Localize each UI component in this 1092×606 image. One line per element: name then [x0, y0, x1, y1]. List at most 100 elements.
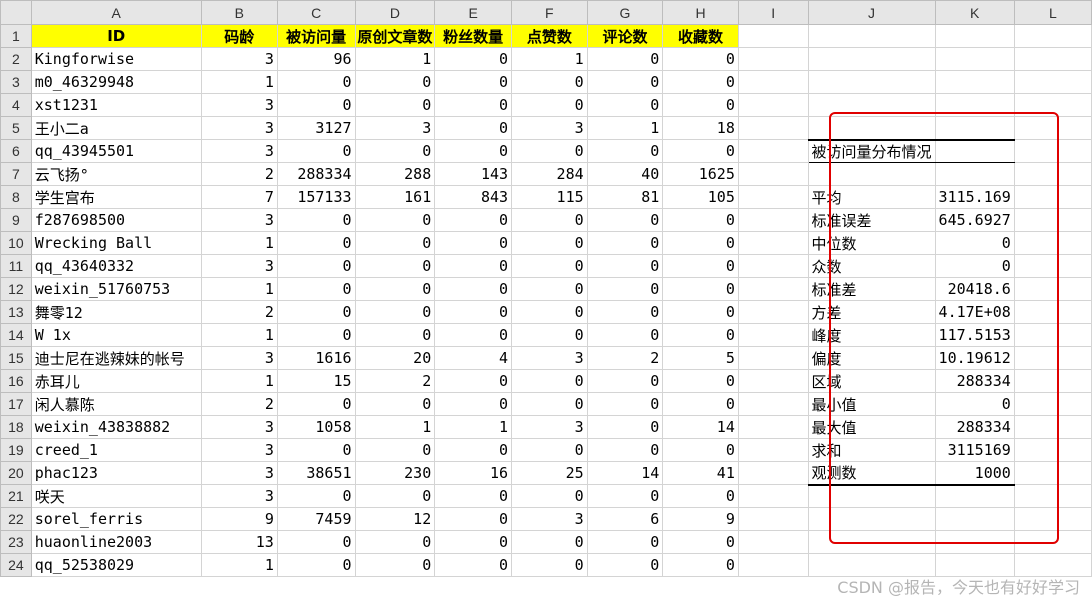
row-header-13[interactable]: 13 — [0, 300, 32, 324]
column-header-b[interactable]: B — [200, 0, 278, 25]
cell-value[interactable]: 0 — [586, 369, 664, 393]
cell-empty[interactable] — [807, 553, 936, 577]
cell-value[interactable]: 81 — [586, 185, 664, 209]
column-header-c[interactable]: C — [276, 0, 356, 25]
row-header-20[interactable]: 20 — [0, 461, 32, 485]
cell-empty[interactable] — [1013, 93, 1092, 117]
cell-empty[interactable] — [737, 553, 809, 577]
cell-value[interactable]: 0 — [354, 208, 436, 232]
cell-id[interactable]: 学生宫布 — [30, 185, 202, 209]
cell-value[interactable]: 0 — [511, 553, 588, 577]
cell-value[interactable]: 0 — [662, 530, 739, 554]
cell-id[interactable]: sorel_ferris — [30, 507, 202, 531]
cell-value[interactable]: 1 — [354, 47, 436, 71]
cell-empty[interactable] — [1013, 346, 1092, 370]
cell-empty[interactable] — [1013, 392, 1092, 416]
cell-value[interactable]: 18 — [662, 116, 739, 140]
cell-value[interactable]: 0 — [586, 93, 664, 117]
cell-empty[interactable] — [934, 530, 1015, 554]
cell-value[interactable]: 0 — [511, 530, 588, 554]
cell-value[interactable]: 0 — [434, 300, 513, 324]
cell-id[interactable]: 赤耳儿 — [30, 369, 202, 393]
cell-value[interactable]: 0 — [511, 369, 588, 393]
cell-value[interactable]: 284 — [511, 162, 588, 186]
cell-empty[interactable] — [737, 530, 809, 554]
row-header-2[interactable]: 2 — [0, 47, 32, 71]
cell-value[interactable]: 0 — [276, 484, 356, 508]
cell-empty[interactable] — [807, 70, 936, 94]
cell-value[interactable]: 0 — [354, 323, 436, 347]
cell-value[interactable]: 0 — [434, 93, 513, 117]
cell-value[interactable]: 288 — [354, 162, 436, 186]
stats-label[interactable]: 标准误差 — [807, 208, 936, 232]
cell-empty[interactable] — [737, 254, 809, 278]
cell-value[interactable]: 41 — [662, 461, 739, 485]
cell-value[interactable]: 0 — [511, 323, 588, 347]
header-cell-g[interactable]: 评论数 — [586, 24, 664, 48]
cell-empty[interactable] — [934, 484, 1015, 508]
cell-value[interactable]: 0 — [276, 93, 356, 117]
column-header-i[interactable]: I — [737, 0, 809, 25]
cell-empty[interactable] — [934, 47, 1015, 71]
stats-value[interactable]: 20418.6 — [934, 277, 1015, 301]
cell-value[interactable]: 0 — [354, 484, 436, 508]
cell-value[interactable]: 3 — [200, 438, 278, 462]
cell-value[interactable]: 0 — [511, 277, 588, 301]
cell-value[interactable]: 96 — [276, 47, 356, 71]
cell-value[interactable]: 105 — [662, 185, 739, 209]
cell-value[interactable]: 3 — [200, 47, 278, 71]
cell-empty[interactable] — [737, 93, 809, 117]
cell-value[interactable]: 3 — [200, 93, 278, 117]
cell-id[interactable]: 王小二a — [30, 116, 202, 140]
cell-empty[interactable] — [1013, 116, 1092, 140]
cell-id[interactable]: weixin_51760753 — [30, 277, 202, 301]
cell-value[interactable]: 0 — [354, 70, 436, 94]
stats-label[interactable]: 区域 — [807, 369, 936, 393]
cell-id[interactable]: huaonline2003 — [30, 530, 202, 554]
cell-empty[interactable] — [737, 484, 809, 508]
cell-value[interactable]: 0 — [434, 553, 513, 577]
header-cell-e[interactable]: 粉丝数量 — [434, 24, 513, 48]
cell-empty[interactable] — [737, 185, 809, 209]
cell-value[interactable]: 20 — [354, 346, 436, 370]
cell-empty[interactable] — [737, 415, 809, 439]
cell-value[interactable]: 0 — [586, 277, 664, 301]
cell-empty[interactable] — [737, 346, 809, 370]
select-all-corner[interactable] — [0, 0, 32, 25]
cell-empty[interactable] — [1013, 438, 1092, 462]
cell-value[interactable]: 3 — [200, 346, 278, 370]
cell-value[interactable]: 843 — [434, 185, 513, 209]
stats-value[interactable]: 0 — [934, 392, 1015, 416]
row-header-18[interactable]: 18 — [0, 415, 32, 439]
cell-empty[interactable] — [1013, 484, 1092, 508]
cell-empty[interactable] — [737, 70, 809, 94]
cell-value[interactable]: 0 — [276, 553, 356, 577]
cell-empty[interactable] — [934, 138, 1015, 163]
cell-value[interactable]: 9 — [662, 507, 739, 531]
cell-value[interactable]: 0 — [662, 369, 739, 393]
header-cell-a[interactable]: ID — [30, 24, 202, 48]
cell-value[interactable]: 0 — [434, 369, 513, 393]
cell-value[interactable]: 40 — [586, 162, 664, 186]
row-header-7[interactable]: 7 — [0, 162, 32, 186]
cell-value[interactable]: 3 — [200, 484, 278, 508]
cell-value[interactable]: 0 — [354, 438, 436, 462]
cell-empty[interactable] — [934, 116, 1015, 140]
cell-empty[interactable] — [1013, 254, 1092, 278]
cell-value[interactable]: 0 — [586, 47, 664, 71]
cell-value[interactable]: 0 — [662, 70, 739, 94]
cell-value[interactable]: 1 — [200, 277, 278, 301]
cell-value[interactable]: 0 — [586, 530, 664, 554]
cell-empty[interactable] — [737, 369, 809, 393]
cell-empty[interactable] — [807, 162, 936, 186]
cell-value[interactable]: 0 — [276, 392, 356, 416]
cell-id[interactable]: 云飞扬° — [30, 162, 202, 186]
cell-empty[interactable] — [737, 162, 809, 186]
cell-value[interactable]: 0 — [276, 277, 356, 301]
row-header-22[interactable]: 22 — [0, 507, 32, 531]
cell-value[interactable]: 16 — [434, 461, 513, 485]
cell-value[interactable]: 3127 — [276, 116, 356, 140]
row-header-6[interactable]: 6 — [0, 139, 32, 163]
cell-value[interactable]: 1 — [354, 415, 436, 439]
stats-value[interactable]: 4.17E+08 — [934, 300, 1015, 324]
